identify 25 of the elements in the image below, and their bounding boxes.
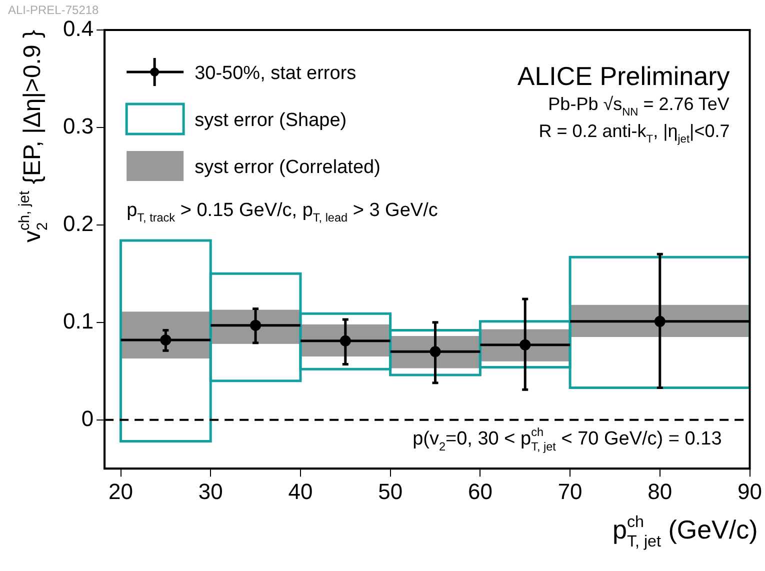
point bbox=[654, 316, 666, 327]
y-tick-label: 0 bbox=[81, 406, 94, 431]
point bbox=[520, 339, 531, 350]
legend-label: 30-50%, stat errors bbox=[194, 63, 356, 84]
legend-label: syst error (Shape) bbox=[194, 110, 347, 131]
x-tick-label: 70 bbox=[558, 478, 582, 504]
point bbox=[250, 320, 262, 331]
text: vch, jet2 {EP, |Δη|>0.9 } bbox=[17, 30, 52, 243]
x-tick-label: 20 bbox=[108, 478, 133, 504]
x-tick-label: 60 bbox=[468, 478, 492, 504]
text: ALI-PREL-75218 bbox=[8, 3, 100, 17]
x-tick-label: 40 bbox=[288, 478, 313, 504]
legend-label: syst error (Correlated) bbox=[194, 157, 380, 178]
x-tick-label: 90 bbox=[738, 478, 762, 504]
y-tick-label: 0.1 bbox=[62, 308, 94, 334]
x-tick-label: 30 bbox=[198, 478, 223, 504]
x-tick-label: 50 bbox=[378, 478, 403, 504]
y-tick-label: 0.2 bbox=[62, 210, 94, 236]
y-tick-label: 0.4 bbox=[62, 16, 94, 42]
point bbox=[340, 335, 351, 346]
point bbox=[430, 346, 441, 358]
x-tick-label: 80 bbox=[648, 478, 672, 504]
annotation: ALICE Preliminary bbox=[517, 61, 730, 91]
y-tick-label: 0.3 bbox=[62, 114, 94, 139]
point bbox=[160, 334, 172, 346]
